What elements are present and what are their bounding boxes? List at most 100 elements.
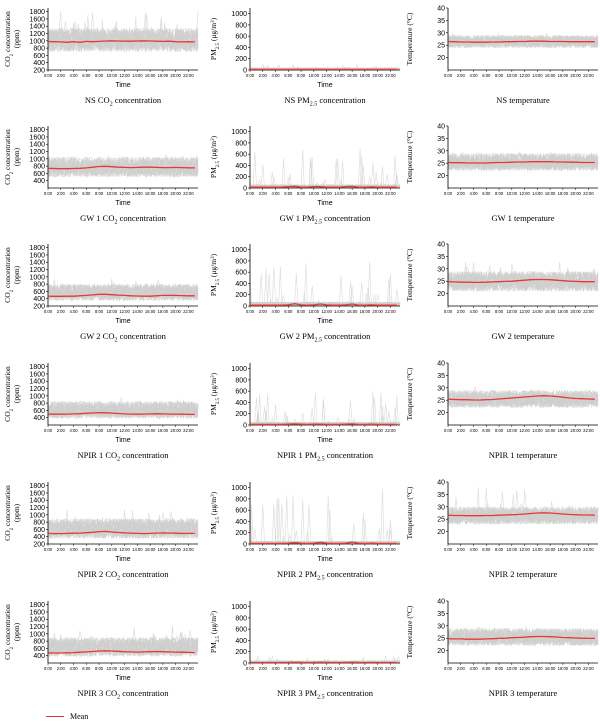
- chart-caption-6: GW 1 temperature: [491, 213, 555, 223]
- x-tick-label: 10:00: [309, 73, 320, 78]
- y-axis-label-unit: (ppm): [12, 384, 21, 403]
- y-tick-label: 200: [235, 292, 247, 299]
- x-tick-label: 18:00: [360, 666, 371, 671]
- y-tick-label: 35: [437, 254, 445, 261]
- x-tick-label: 10:00: [309, 428, 320, 433]
- y-tick-label: 400: [33, 415, 45, 422]
- x-tick-label: 22:00: [583, 309, 594, 314]
- y-axis-label: CO2 concentration: [3, 485, 15, 541]
- x-tick-label: 20:00: [570, 191, 581, 196]
- chart-panel-9: 20 25 30 35 40 0:00 2:00 4:00 6:00 8:00 10:00 12:00…: [405, 242, 599, 314]
- x-tick-label: 8:00: [495, 428, 504, 433]
- chart-caption-2: NS PM2.5 concentration: [284, 95, 366, 108]
- x-tick-label: 18:00: [360, 547, 371, 552]
- x-tick-label: 2:00: [259, 428, 268, 433]
- y-tick-label: 1400: [29, 142, 45, 149]
- y-axis-label: PM2.5 (μg/m3): [209, 372, 221, 415]
- x-tick-label: 0:00: [44, 73, 53, 78]
- x-tick-label: 6:00: [482, 666, 491, 671]
- y-tick-label: 1000: [231, 604, 247, 611]
- x-tick-label: 8:00: [495, 191, 504, 196]
- trace-band: [249, 391, 401, 426]
- mean-series-line: [447, 635, 595, 640]
- x-tick-label: 2:00: [57, 547, 66, 552]
- y-tick-label: 600: [33, 527, 45, 534]
- y-tick-label: 200: [235, 530, 247, 537]
- x-tick-label: 12:00: [519, 547, 530, 552]
- x-axis-label: Time: [317, 556, 332, 563]
- x-tick-label: 4:00: [469, 73, 478, 78]
- chart-panel-5: 0 200 400 600 800 1000 0:00 2:00 4:00 6:00 8:00 10:…: [209, 126, 401, 207]
- x-axis-label: Time: [115, 556, 130, 563]
- mean-series-line: [250, 541, 397, 545]
- x-tick-label: 16:00: [145, 428, 156, 433]
- x-tick-label: 2:00: [57, 666, 66, 671]
- x-tick-label: 0:00: [444, 428, 453, 433]
- y-axis-label: PM2.5 (μg/m3): [209, 491, 221, 534]
- trace-line: [447, 390, 599, 408]
- y-tick-label: 800: [235, 22, 247, 29]
- y-axis-label: CO2 concentration: [3, 247, 15, 303]
- x-tick-label: 8:00: [297, 73, 306, 78]
- x-tick-label: 20:00: [170, 666, 181, 671]
- trace-line: [47, 10, 199, 52]
- x-tick-label: 12:00: [119, 666, 130, 671]
- x-tick-label: 12:00: [119, 309, 130, 314]
- y-tick-label: 30: [437, 385, 445, 392]
- x-tick-label: 20:00: [372, 666, 383, 671]
- y-tick-label: 20: [437, 291, 445, 298]
- trace-band: [47, 278, 199, 302]
- x-tick-label: 16:00: [347, 428, 358, 433]
- y-tick-label: 600: [33, 646, 45, 653]
- y-axis-label-unit: (ppm): [12, 147, 21, 166]
- x-tick-label: 6:00: [82, 73, 91, 78]
- x-tick-label: 0:00: [246, 428, 255, 433]
- x-tick-label: 4:00: [469, 309, 478, 314]
- trace-line: [447, 34, 599, 49]
- y-tick-label: 800: [33, 164, 45, 171]
- x-tick-label: 18:00: [158, 191, 169, 196]
- chart-caption-4: GW 1 CO2 concentration: [80, 213, 166, 226]
- trace-line: [447, 268, 599, 292]
- trace-band: [249, 261, 401, 307]
- x-tick-label: 10:00: [107, 547, 118, 552]
- y-tick-label: 1400: [29, 379, 45, 386]
- x-tick-label: 12:00: [119, 73, 130, 78]
- y-tick-label: 0: [243, 542, 247, 549]
- x-tick-label: 2:00: [259, 309, 268, 314]
- y-tick-label: 400: [33, 178, 45, 185]
- x-tick-label: 14:00: [132, 309, 143, 314]
- x-tick-label: 18:00: [158, 666, 169, 671]
- x-tick-label: 12:00: [119, 547, 130, 552]
- x-tick-label: 6:00: [482, 191, 491, 196]
- x-tick-label: 10:00: [507, 191, 518, 196]
- y-tick-label: 0: [243, 423, 247, 430]
- x-tick-label: 22:00: [183, 73, 194, 78]
- mean-series-line: [250, 303, 397, 306]
- y-tick-label: 200: [33, 542, 45, 549]
- x-tick-label: 0:00: [246, 547, 255, 552]
- x-tick-label: 18:00: [158, 73, 169, 78]
- x-tick-label: 10:00: [107, 428, 118, 433]
- x-tick-label: 6:00: [82, 309, 91, 314]
- x-tick-label: 22:00: [385, 666, 396, 671]
- y-tick-label: 1400: [29, 260, 45, 267]
- y-tick-label: 1200: [29, 267, 45, 274]
- mean-series-line: [47, 293, 195, 297]
- x-tick-label: 8:00: [95, 309, 104, 314]
- x-tick-label: 4:00: [69, 73, 78, 78]
- chart-caption-1: NS CO2 concentration: [84, 95, 162, 108]
- x-tick-label: 14:00: [132, 73, 143, 78]
- x-tick-label: 12:00: [519, 309, 530, 314]
- x-tick-label: 12:00: [321, 428, 332, 433]
- y-axis-label: Temperature (°C): [405, 605, 414, 658]
- y-tick-label: 35: [437, 492, 445, 499]
- x-tick-label: 6:00: [82, 191, 91, 196]
- chart-panel-14: 0 200 400 600 800 1000 0:00 2:00 4:00 6:00 8:00 10:…: [209, 482, 401, 563]
- y-tick-label: 35: [437, 373, 445, 380]
- x-tick-label: 10:00: [507, 309, 518, 314]
- trace-line: [447, 506, 599, 525]
- x-axis-label: Time: [115, 82, 130, 89]
- y-tick-label: 0: [243, 68, 247, 75]
- x-tick-label: 22:00: [385, 547, 396, 552]
